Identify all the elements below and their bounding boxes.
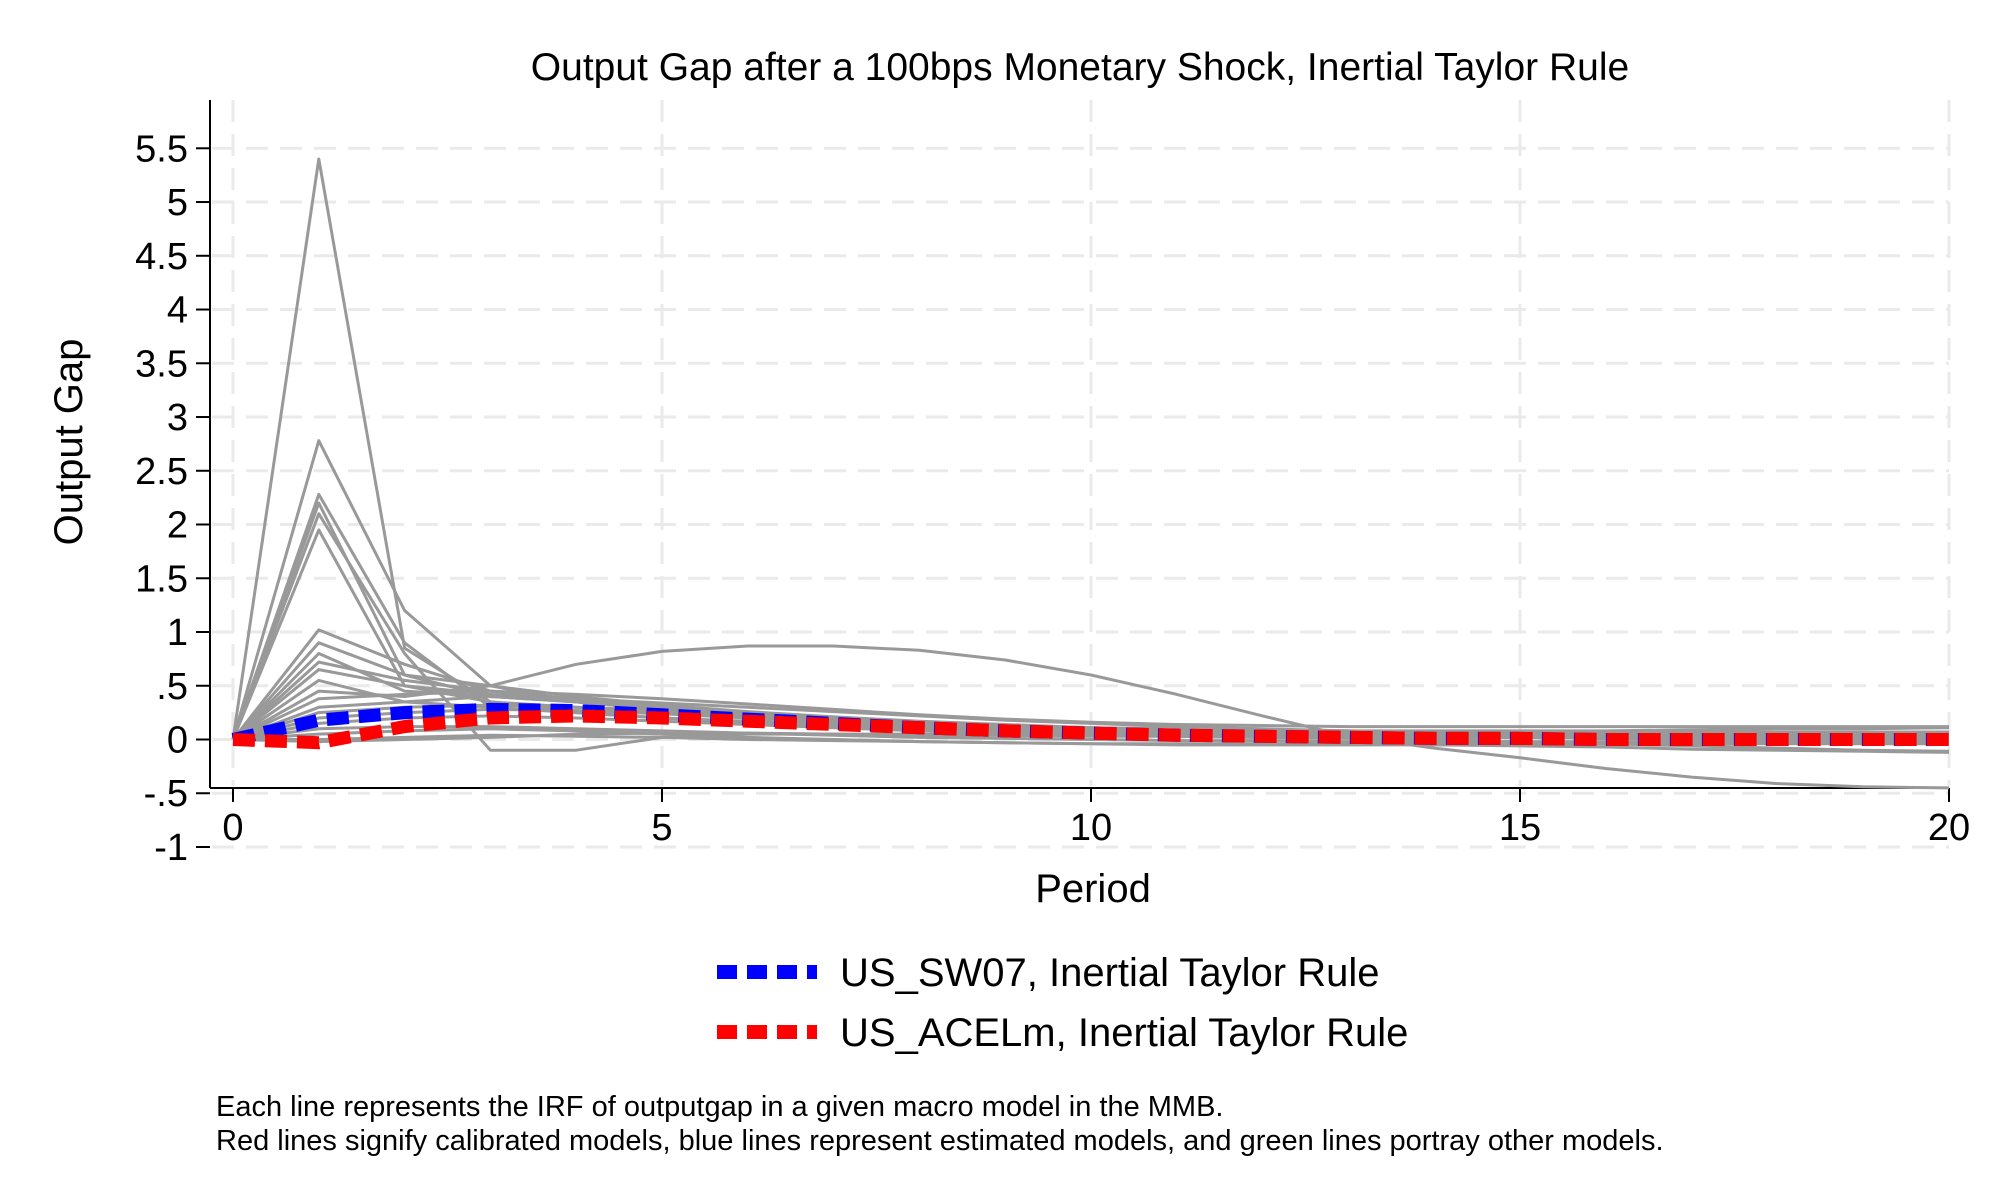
note-line-2: Red lines signify calibrated models, blu…	[216, 1125, 1664, 1157]
legend-label-us-sw07: US_SW07, Inertial Taylor Rule	[840, 951, 1380, 995]
y-tick-label: 4.5	[135, 236, 188, 278]
y-tick-label: 5	[167, 182, 188, 224]
x-tick-label: 10	[1070, 807, 1112, 849]
note-line-1: Each line represents the IRF of outputga…	[216, 1091, 1223, 1123]
y-axis-title: Output Gap	[47, 339, 91, 546]
axes	[209, 100, 1949, 789]
legend-label-us-acelm: US_ACELm, Inertial Taylor Rule	[840, 1011, 1408, 1055]
legend: US_SW07, Inertial Taylor Rule US_ACELm, …	[717, 951, 1408, 1055]
y-tick-label: 1.5	[135, 558, 188, 600]
x-tick-label: 20	[1928, 807, 1970, 849]
model-line	[232, 644, 1950, 790]
gridlines	[212, 100, 1951, 849]
x-tick-label: 0	[222, 807, 243, 849]
y-tick-label: 5.5	[135, 128, 188, 170]
y-tick-label: -1	[154, 827, 188, 869]
y-tick-label: 3.5	[135, 343, 188, 385]
y-ticks: -1 -.5 0 .5 1 1.5 2 2.5 3 3.5 4 4.5 5 5.5	[135, 128, 210, 869]
y-tick-label: 3	[167, 397, 188, 439]
model-line	[232, 725, 1949, 744]
y-tick-label: 0	[167, 720, 188, 762]
model-line	[232, 731, 1949, 744]
x-tick-label: 15	[1499, 807, 1541, 849]
model-line	[232, 695, 1950, 741]
x-axis-title: Period	[1035, 867, 1151, 911]
y-tick-label: -.5	[144, 773, 188, 815]
y-tick-label: .5	[156, 666, 188, 708]
x-ticks: 0 5 10 15 20	[222, 788, 1970, 849]
highlighted-series	[231, 702, 1949, 750]
y-tick-label: 4	[167, 290, 188, 332]
y-tick-label: 2.5	[135, 451, 188, 493]
series-line-us-sw07	[231, 702, 1949, 746]
chart-title: Output Gap after a 100bps Monetary Shock…	[531, 46, 1629, 89]
y-tick-label: 2	[167, 505, 188, 547]
x-tick-label: 5	[651, 807, 672, 849]
y-tick-label: 1	[167, 612, 188, 654]
